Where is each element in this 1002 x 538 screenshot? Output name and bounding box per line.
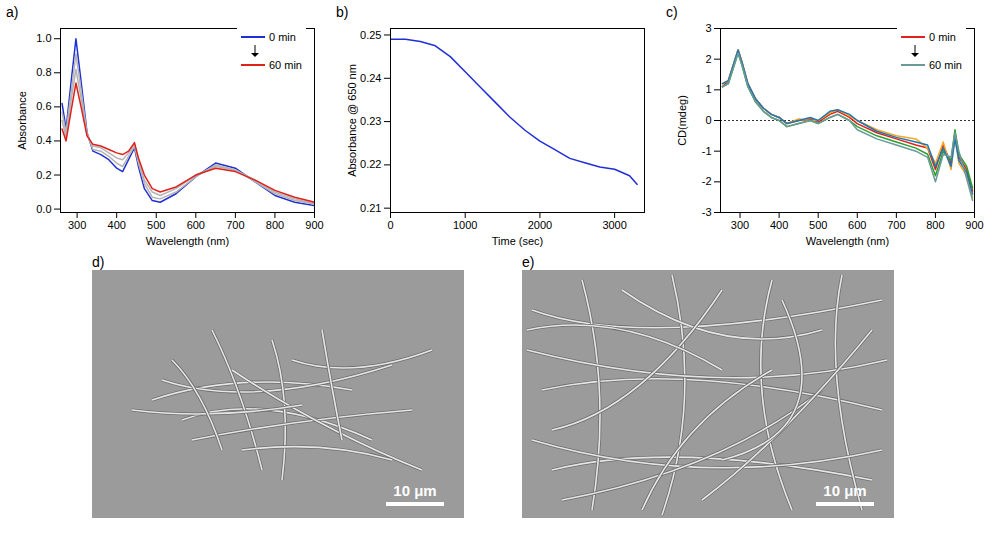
svg-text:0.8: 0.8 [36, 66, 51, 78]
svg-text:Absorbance @ 650 nm: Absorbance @ 650 nm [346, 64, 358, 177]
svg-text:Absorbance: Absorbance [16, 91, 28, 150]
svg-text:500: 500 [147, 219, 165, 231]
svg-text:600: 600 [848, 219, 866, 231]
svg-text:0.4: 0.4 [36, 134, 51, 146]
svg-text:0.23: 0.23 [360, 115, 381, 127]
svg-text:1.0: 1.0 [36, 32, 51, 44]
html-text:a): a) [6, 4, 19, 20]
svg-text:0.6: 0.6 [36, 100, 51, 112]
html-text:60 min: 60 min [929, 59, 962, 71]
svg-text:3000: 3000 [602, 219, 626, 231]
svg-text:300: 300 [731, 219, 749, 231]
svg-text:Time (sec): Time (sec) [492, 235, 544, 247]
svg-text:0: 0 [705, 114, 711, 126]
svg-text:-1: -1 [702, 145, 712, 157]
svg-text:CD(mdeg): CD(mdeg) [676, 95, 688, 146]
html-text:60 min: 60 min [269, 59, 302, 71]
html-text:c): c) [666, 4, 678, 20]
svg-text:0.21: 0.21 [360, 202, 381, 214]
svg-text:0.0: 0.0 [36, 203, 51, 215]
svg-text:0.24: 0.24 [360, 72, 381, 84]
html-text:0 min: 0 min [929, 31, 956, 43]
svg-text:0.2: 0.2 [36, 169, 51, 181]
svg-text:0.22: 0.22 [360, 158, 381, 170]
svg-text:800: 800 [926, 219, 944, 231]
svg-text:400: 400 [770, 219, 788, 231]
svg-text:10 μm: 10 μm [823, 482, 866, 499]
html-text:b): b) [336, 4, 349, 20]
svg-text:1000: 1000 [453, 219, 477, 231]
svg-text:700: 700 [887, 219, 905, 231]
svg-text:800: 800 [266, 219, 284, 231]
svg-text:300: 300 [68, 219, 86, 231]
svg-text:0: 0 [387, 219, 393, 231]
html-text:e): e) [522, 254, 535, 270]
svg-text:Wavelength (nm): Wavelength (nm) [146, 235, 229, 247]
svg-text:-2: -2 [702, 175, 712, 187]
svg-text:Wavelength (nm): Wavelength (nm) [806, 235, 889, 247]
svg-text:-3: -3 [702, 206, 712, 218]
html-text:d): d) [92, 254, 105, 270]
html-text:0 min: 0 min [269, 31, 296, 43]
svg-text:2: 2 [705, 53, 711, 65]
svg-text:2000: 2000 [528, 219, 552, 231]
svg-text:3: 3 [705, 22, 711, 34]
svg-text:600: 600 [187, 219, 205, 231]
svg-text:700: 700 [226, 219, 244, 231]
svg-text:1: 1 [705, 83, 711, 95]
svg-text:0.25: 0.25 [360, 29, 381, 41]
svg-text:900: 900 [965, 219, 983, 231]
svg-text:500: 500 [809, 219, 827, 231]
svg-text:400: 400 [108, 219, 126, 231]
svg-text:900: 900 [305, 219, 323, 231]
svg-text:10 μm: 10 μm [393, 482, 436, 499]
